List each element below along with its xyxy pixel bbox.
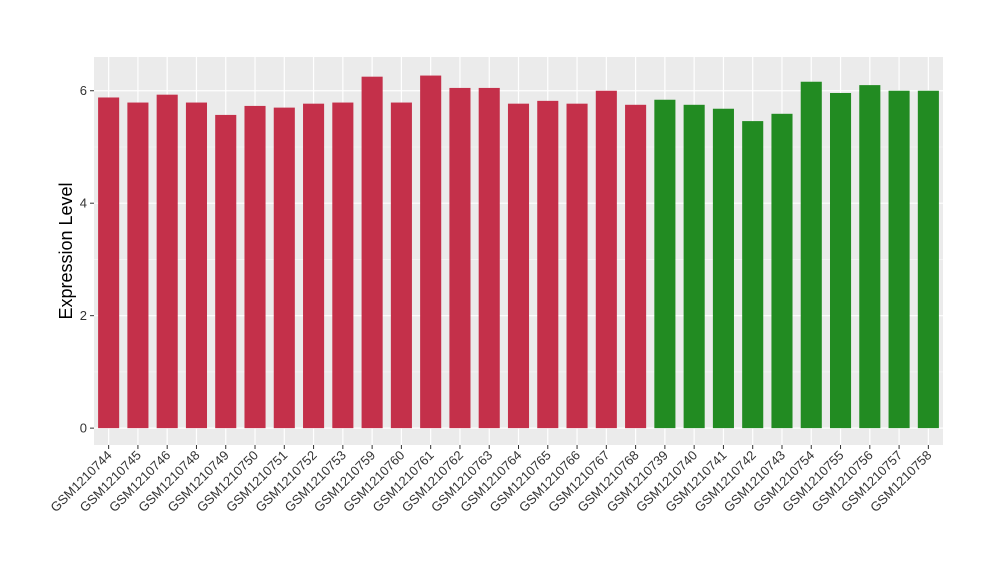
- bar-GSM1210746: [156, 94, 178, 429]
- bar-GSM1210751: [273, 107, 295, 429]
- bar-GSM1210740: [683, 104, 705, 429]
- bar-GSM1210756: [859, 85, 881, 429]
- y-tick-label: 6: [80, 83, 87, 98]
- bar-GSM1210754: [800, 81, 822, 429]
- y-axis: 0 2 4 6: [80, 83, 94, 436]
- bar-GSM1210741: [712, 108, 734, 429]
- bar-GSM1210758: [917, 90, 939, 429]
- bar-GSM1210753: [332, 102, 354, 429]
- y-tick-label: 0: [80, 421, 87, 436]
- bar-GSM1210761: [420, 75, 442, 429]
- bar-GSM1210766: [566, 103, 588, 429]
- bars: [98, 75, 939, 429]
- y-axis-title: Expression Level: [56, 182, 76, 319]
- bar-GSM1210742: [742, 121, 764, 429]
- bar-GSM1210757: [888, 90, 910, 429]
- x-axis: GSM1210744GSM1210745GSM1210746GSM1210748…: [47, 445, 934, 515]
- bar-GSM1210744: [98, 97, 120, 429]
- bar-GSM1210752: [303, 103, 325, 429]
- bar-GSM1210743: [771, 113, 793, 429]
- bar-GSM1210749: [215, 114, 237, 429]
- bar-GSM1210765: [537, 100, 559, 429]
- bar-GSM1210745: [127, 102, 149, 429]
- bar-GSM1210767: [595, 90, 617, 429]
- y-tick-label: 4: [80, 196, 87, 211]
- bar-GSM1210759: [361, 76, 383, 429]
- bar-GSM1210768: [625, 104, 647, 429]
- bar-GSM1210762: [449, 87, 471, 429]
- bar-GSM1210739: [654, 99, 676, 429]
- bar-GSM1210748: [185, 102, 208, 429]
- bar-GSM1210764: [507, 103, 530, 429]
- bar-GSM1210755: [829, 92, 852, 429]
- bar-GSM1210750: [244, 105, 266, 429]
- bar-GSM1210760: [390, 102, 412, 429]
- y-tick-label: 2: [80, 308, 87, 323]
- bar-GSM1210763: [478, 87, 500, 429]
